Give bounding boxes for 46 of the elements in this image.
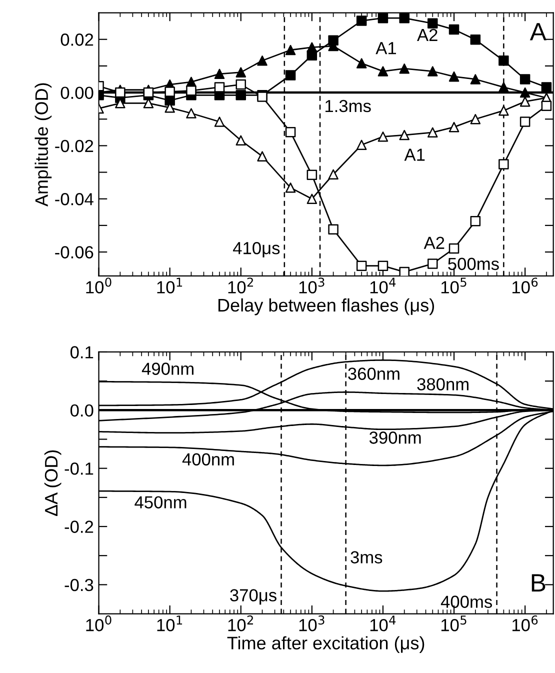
y-tick-label: -0.02 [55, 140, 94, 152]
y-tick-label: -0.1 [64, 462, 94, 475]
y-axis-title: ΔA (OD) [44, 450, 62, 516]
ref-line-label: 400ms [440, 596, 492, 608]
x-tick-label: 10$^{6}$ [512, 615, 538, 632]
annotation: A2 [417, 28, 438, 41]
annotation: A1 [376, 42, 396, 54]
y-tick-label: 0.02 [60, 34, 94, 46]
y-tick-label: -0.3 [64, 578, 94, 592]
ref-line-label: 500ms [448, 258, 499, 270]
y-tick-label: -0.04 [55, 193, 94, 206]
x-tick-label: 10$^{1}$ [157, 616, 182, 632]
annotation: B [532, 574, 546, 592]
annotation: 490nm [142, 362, 194, 375]
x-tick-label: 10$^{4}$ [370, 616, 396, 632]
annotation: A2 [424, 236, 444, 249]
y-tick-label: -0.06 [55, 246, 94, 258]
x-axis-title: Time after excitation (μs) [227, 636, 424, 654]
annotation: A [530, 23, 546, 40]
x-tick-label: 10$^{4}$ [370, 278, 396, 294]
x-tick-label: 10$^{2}$ [228, 278, 253, 294]
x-tick-label: 10$^{5}$ [441, 278, 466, 294]
x-tick-label: 10$^{3}$ [299, 278, 324, 294]
ref-line-label: 3ms [350, 551, 382, 564]
y-tick-label: 0.00 [60, 86, 94, 99]
y-tick-label: 0.1 [70, 346, 94, 358]
x-tick-label: 10$^{1}$ [157, 278, 182, 294]
ref-line-label: 370μs [230, 589, 276, 605]
annotation: A1 [404, 148, 425, 161]
y-tick-label: -0.2 [64, 520, 94, 533]
annotation: 390nm [369, 432, 421, 444]
x-tick-label: 10$^{0}$ [86, 615, 112, 632]
ref-line-label: 1.3ms [326, 100, 371, 112]
x-tick-label: 10$^{2}$ [228, 615, 253, 632]
x-tick-label: 10$^{6}$ [512, 278, 538, 294]
x-tick-label: 10$^{3}$ [299, 615, 324, 632]
ref-line-label: 410μs [233, 242, 280, 258]
annotation: 450nm [134, 496, 186, 508]
annotation: 380nm [417, 378, 468, 390]
annotation: 400nm [182, 453, 234, 466]
x-tick-label: 10$^{5}$ [441, 616, 466, 632]
x-tick-label: 10$^{0}$ [86, 278, 112, 294]
y-axis-title: Amplitude (OD) [34, 83, 52, 207]
x-axis-title: Delay between flashes (μs) [218, 298, 434, 316]
y-tick-label: 0.0 [70, 404, 94, 417]
annotation: 360nm [348, 368, 400, 380]
